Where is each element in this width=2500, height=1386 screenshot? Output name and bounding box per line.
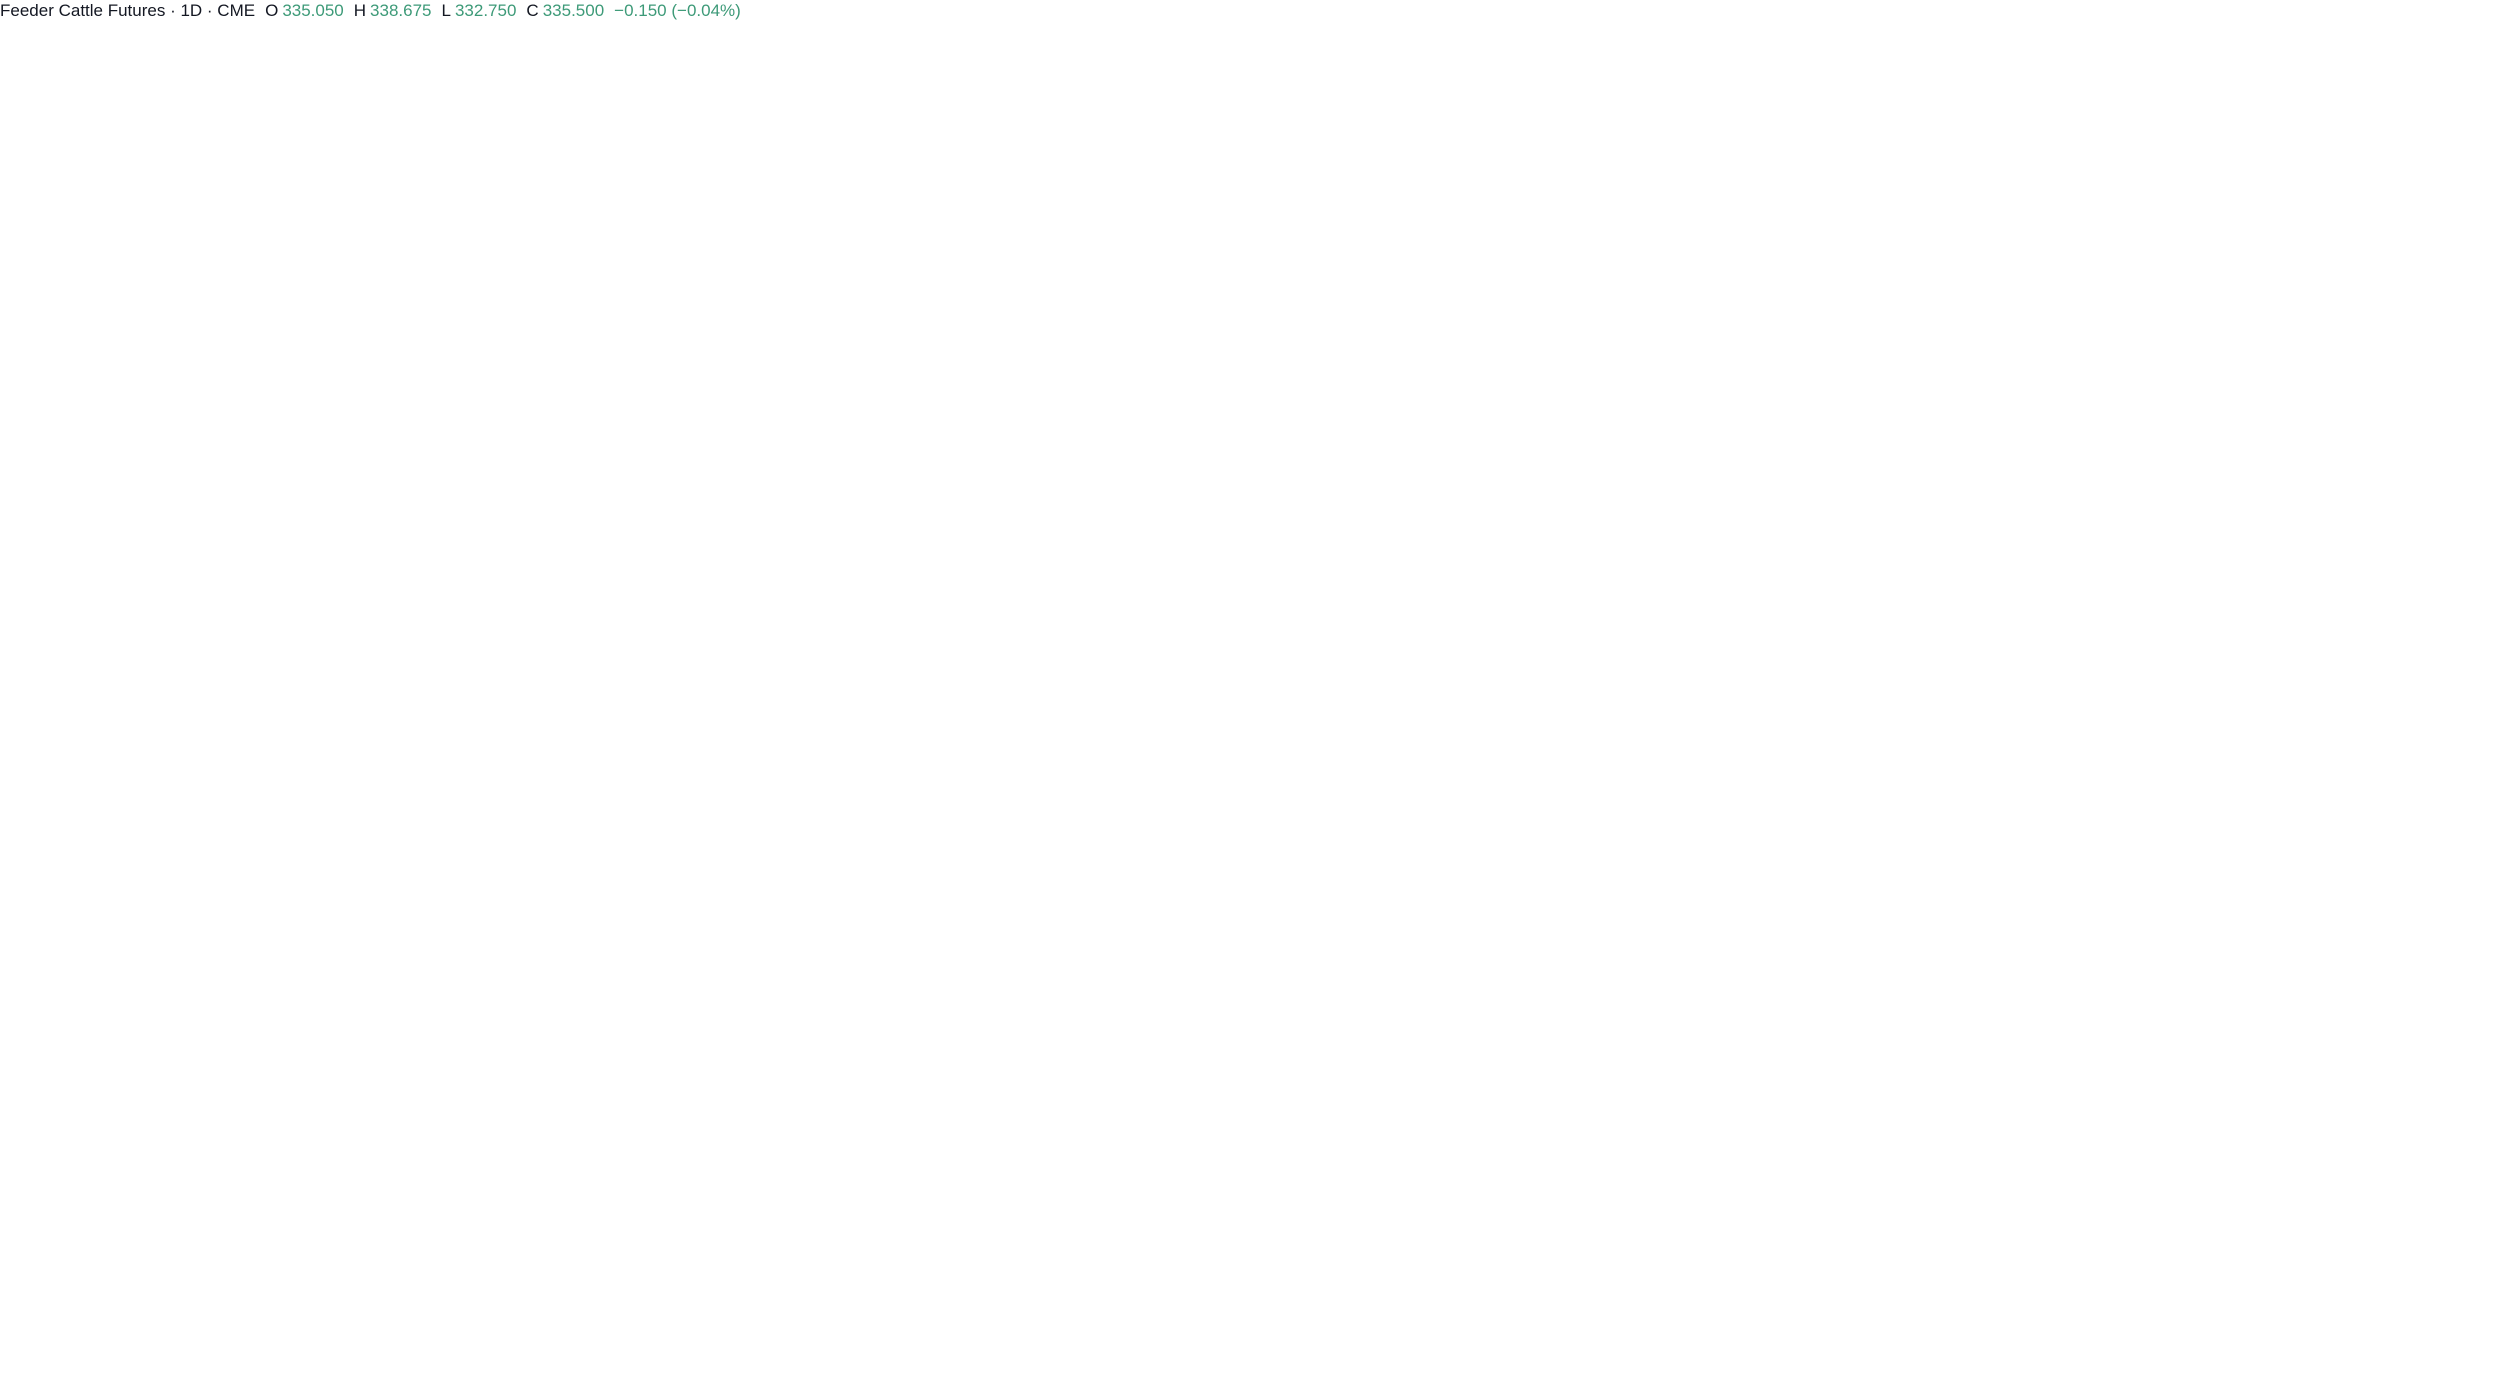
ohlc-value: 335.050 bbox=[282, 1, 344, 20]
ohlc-label: L bbox=[441, 1, 451, 20]
symbol-header: Feeder Cattle Futures · 1D · CME O 335.05… bbox=[0, 0, 741, 22]
ohlc-label: H bbox=[353, 1, 367, 20]
ohlc-value: 335.500 bbox=[542, 1, 605, 20]
symbol-name: Feeder Cattle Futures · 1D · CME bbox=[0, 1, 256, 20]
ohlc-value: 332.750 bbox=[454, 1, 517, 20]
ohlc-label: C bbox=[526, 1, 539, 20]
ohlc-value: 338.675 bbox=[370, 1, 432, 20]
ohlc-label: O bbox=[265, 1, 279, 20]
price-change: −0.150 (−0.04%) bbox=[614, 1, 741, 20]
